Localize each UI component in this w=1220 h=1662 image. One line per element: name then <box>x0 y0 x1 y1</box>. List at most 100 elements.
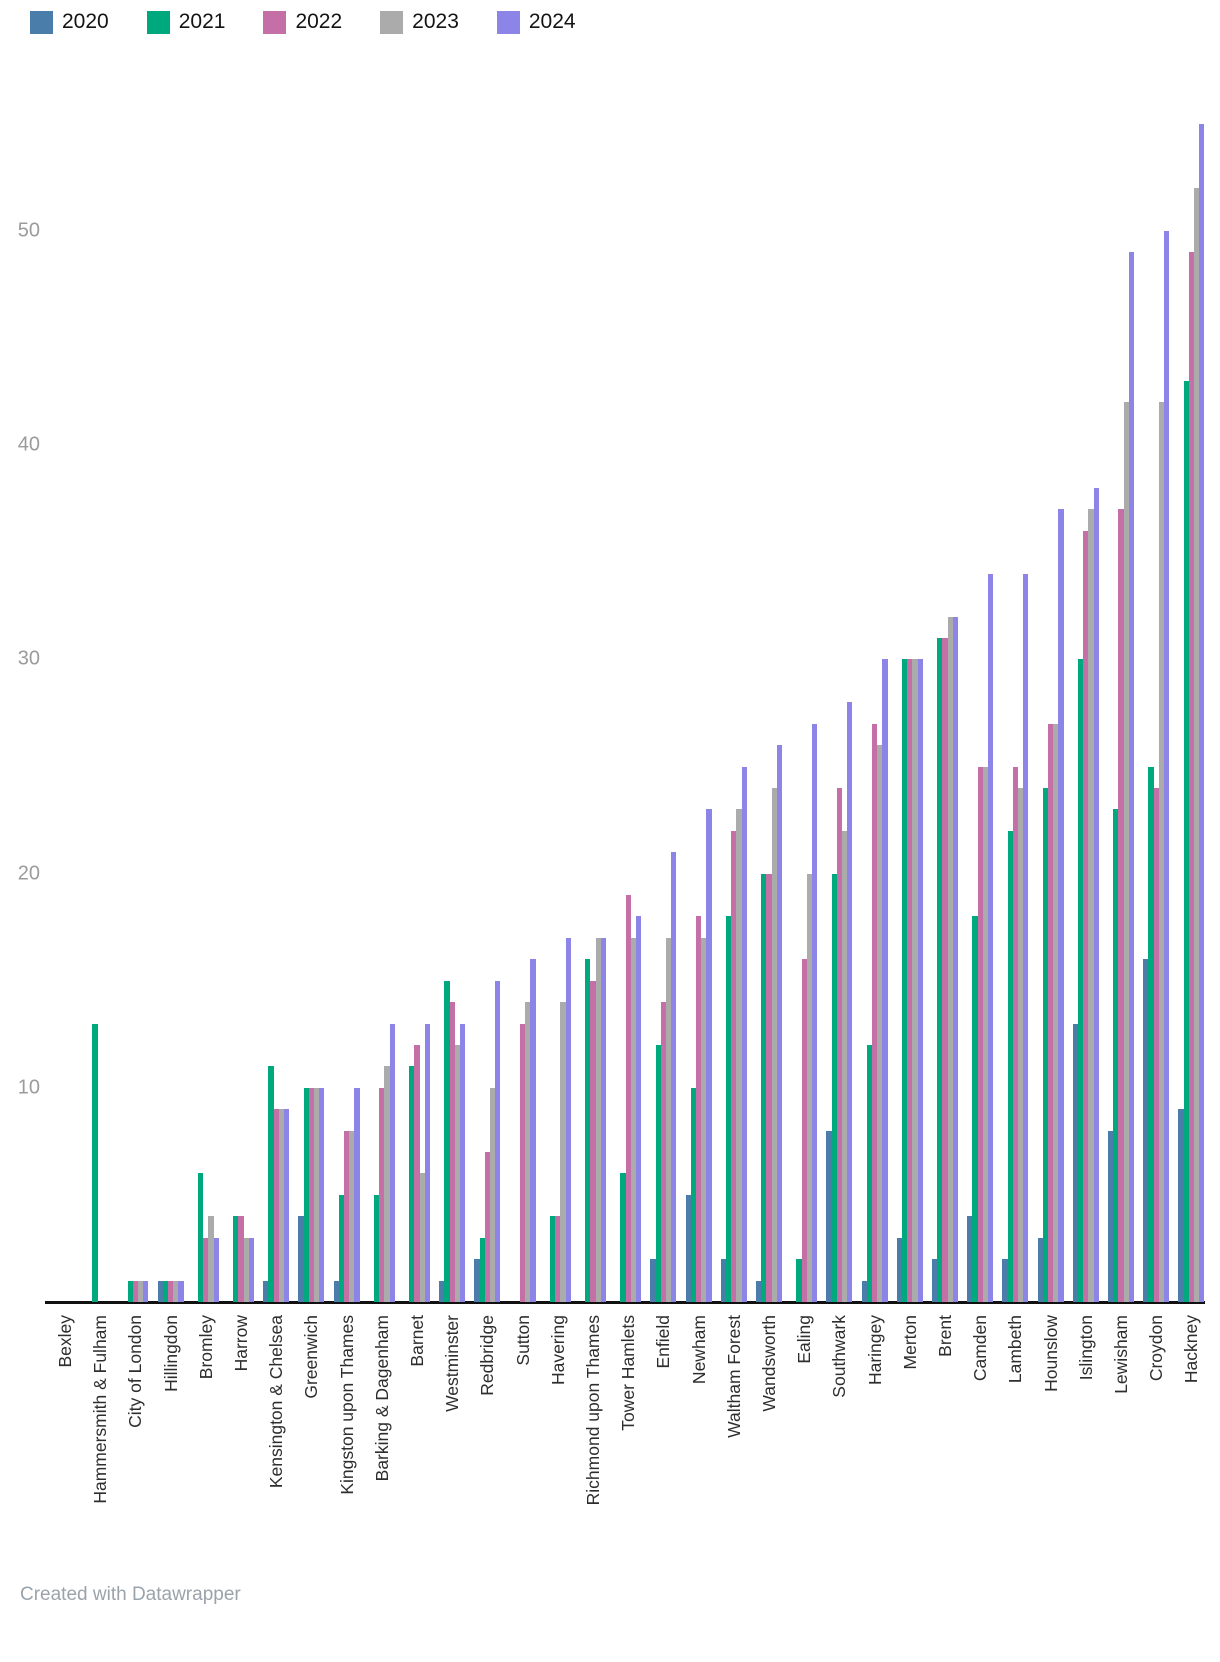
bar-2021[interactable] <box>1148 766 1154 1302</box>
bar-2024[interactable] <box>213 1237 219 1302</box>
bar-2021[interactable] <box>268 1066 274 1302</box>
bar-2024[interactable] <box>178 1280 184 1302</box>
legend-item-2020[interactable]: 2020 <box>30 10 109 34</box>
bar-2021[interactable] <box>937 637 943 1302</box>
bar-2023[interactable] <box>243 1237 249 1302</box>
bar-2021[interactable] <box>866 1044 872 1302</box>
bar-2024[interactable] <box>635 916 642 1302</box>
bar-2020[interactable] <box>157 1280 163 1302</box>
bar-2024[interactable] <box>1128 252 1134 1302</box>
bar-2023[interactable] <box>278 1109 284 1302</box>
bar-2023[interactable] <box>525 1002 531 1302</box>
bar-2024[interactable] <box>283 1109 290 1302</box>
bar-2022[interactable] <box>625 895 631 1302</box>
bar-2021[interactable] <box>233 1216 239 1302</box>
bar-2021[interactable] <box>1183 380 1189 1302</box>
bar-2023[interactable] <box>982 766 988 1302</box>
bar-2021[interactable] <box>655 1044 661 1302</box>
bar-2024[interactable] <box>706 809 712 1302</box>
bar-2024[interactable] <box>424 1023 430 1302</box>
bar-2020[interactable] <box>896 1237 902 1302</box>
bar-2022[interactable] <box>695 916 702 1302</box>
bar-2022[interactable] <box>238 1216 244 1302</box>
bar-2021[interactable] <box>338 1194 344 1302</box>
bar-2021[interactable] <box>725 916 732 1302</box>
bar-2021[interactable] <box>901 659 908 1302</box>
bar-2021[interactable] <box>197 1173 204 1302</box>
bar-2024[interactable] <box>530 959 536 1302</box>
bar-2024[interactable] <box>1199 123 1205 1302</box>
bar-2023[interactable] <box>489 1087 496 1302</box>
bar-2024[interactable] <box>847 702 853 1302</box>
bar-2022[interactable] <box>766 873 772 1302</box>
bar-2021[interactable] <box>479 1237 485 1302</box>
bar-2022[interactable] <box>167 1280 174 1302</box>
bar-2022[interactable] <box>449 1002 455 1302</box>
bar-2022[interactable] <box>1153 787 1159 1302</box>
bar-2023[interactable] <box>771 787 777 1302</box>
bar-2020[interactable] <box>720 1259 726 1302</box>
bar-2022[interactable] <box>1188 252 1194 1302</box>
bar-2023[interactable] <box>560 1002 566 1302</box>
bar-2022[interactable] <box>871 723 878 1302</box>
bar-2023[interactable] <box>1017 787 1024 1302</box>
bar-2024[interactable] <box>354 1087 360 1302</box>
bar-2023[interactable] <box>208 1216 214 1302</box>
bar-2024[interactable] <box>565 937 571 1302</box>
bar-2023[interactable] <box>137 1280 144 1302</box>
bar-2020[interactable] <box>474 1259 480 1302</box>
bar-2022[interactable] <box>907 659 913 1302</box>
bar-2021[interactable] <box>620 1173 626 1302</box>
legend-item-2024[interactable]: 2024 <box>496 10 576 34</box>
bar-2020[interactable] <box>650 1259 656 1302</box>
bar-2022[interactable] <box>132 1280 138 1302</box>
bar-2024[interactable] <box>1058 509 1064 1302</box>
legend-item-2022[interactable]: 2022 <box>263 10 342 34</box>
bar-2022[interactable] <box>660 1002 666 1302</box>
bar-2020[interactable] <box>826 1130 832 1302</box>
bar-2020[interactable] <box>439 1280 445 1302</box>
bar-2021[interactable] <box>1042 787 1048 1302</box>
bar-2022[interactable] <box>273 1109 279 1302</box>
bar-2020[interactable] <box>1178 1109 1184 1302</box>
bar-2021[interactable] <box>972 916 978 1302</box>
bar-2023[interactable] <box>1088 509 1094 1302</box>
bar-2023[interactable] <box>841 830 848 1302</box>
bar-2021[interactable] <box>127 1280 133 1302</box>
bar-2022[interactable] <box>343 1130 350 1302</box>
bar-2023[interactable] <box>912 659 918 1302</box>
bar-2024[interactable] <box>600 937 606 1302</box>
bar-2021[interactable] <box>831 873 837 1302</box>
bar-2021[interactable] <box>373 1194 380 1302</box>
bar-2021[interactable] <box>1113 809 1119 1302</box>
bar-2021[interactable] <box>303 1087 309 1302</box>
bar-2024[interactable] <box>1093 488 1099 1302</box>
bar-2021[interactable] <box>761 873 767 1302</box>
bar-2024[interactable] <box>1023 573 1029 1302</box>
bar-2021[interactable] <box>1077 659 1084 1302</box>
bar-2024[interactable] <box>319 1087 325 1302</box>
bar-2023[interactable] <box>877 745 883 1302</box>
bar-2023[interactable] <box>595 937 601 1302</box>
bar-2023[interactable] <box>1158 402 1164 1302</box>
bar-2023[interactable] <box>1123 402 1129 1302</box>
bar-2021[interactable] <box>409 1066 415 1302</box>
bar-2022[interactable] <box>977 766 983 1302</box>
bar-2020[interactable] <box>1143 959 1149 1302</box>
bar-2022[interactable] <box>942 637 948 1302</box>
bar-2022[interactable] <box>801 959 807 1302</box>
bar-2021[interactable] <box>796 1259 802 1302</box>
bar-2023[interactable] <box>384 1066 390 1302</box>
bar-2021[interactable] <box>690 1087 696 1302</box>
bar-2022[interactable] <box>1083 530 1089 1302</box>
bar-2024[interactable] <box>952 616 958 1302</box>
bar-2022[interactable] <box>1118 509 1124 1302</box>
bar-2023[interactable] <box>806 873 812 1302</box>
bar-2024[interactable] <box>811 723 818 1302</box>
bar-2020[interactable] <box>1108 1130 1114 1302</box>
bar-2020[interactable] <box>932 1259 938 1302</box>
bar-2023[interactable] <box>349 1130 355 1302</box>
bar-2024[interactable] <box>495 980 501 1302</box>
bar-2024[interactable] <box>776 745 782 1302</box>
bar-2022[interactable] <box>379 1087 385 1302</box>
